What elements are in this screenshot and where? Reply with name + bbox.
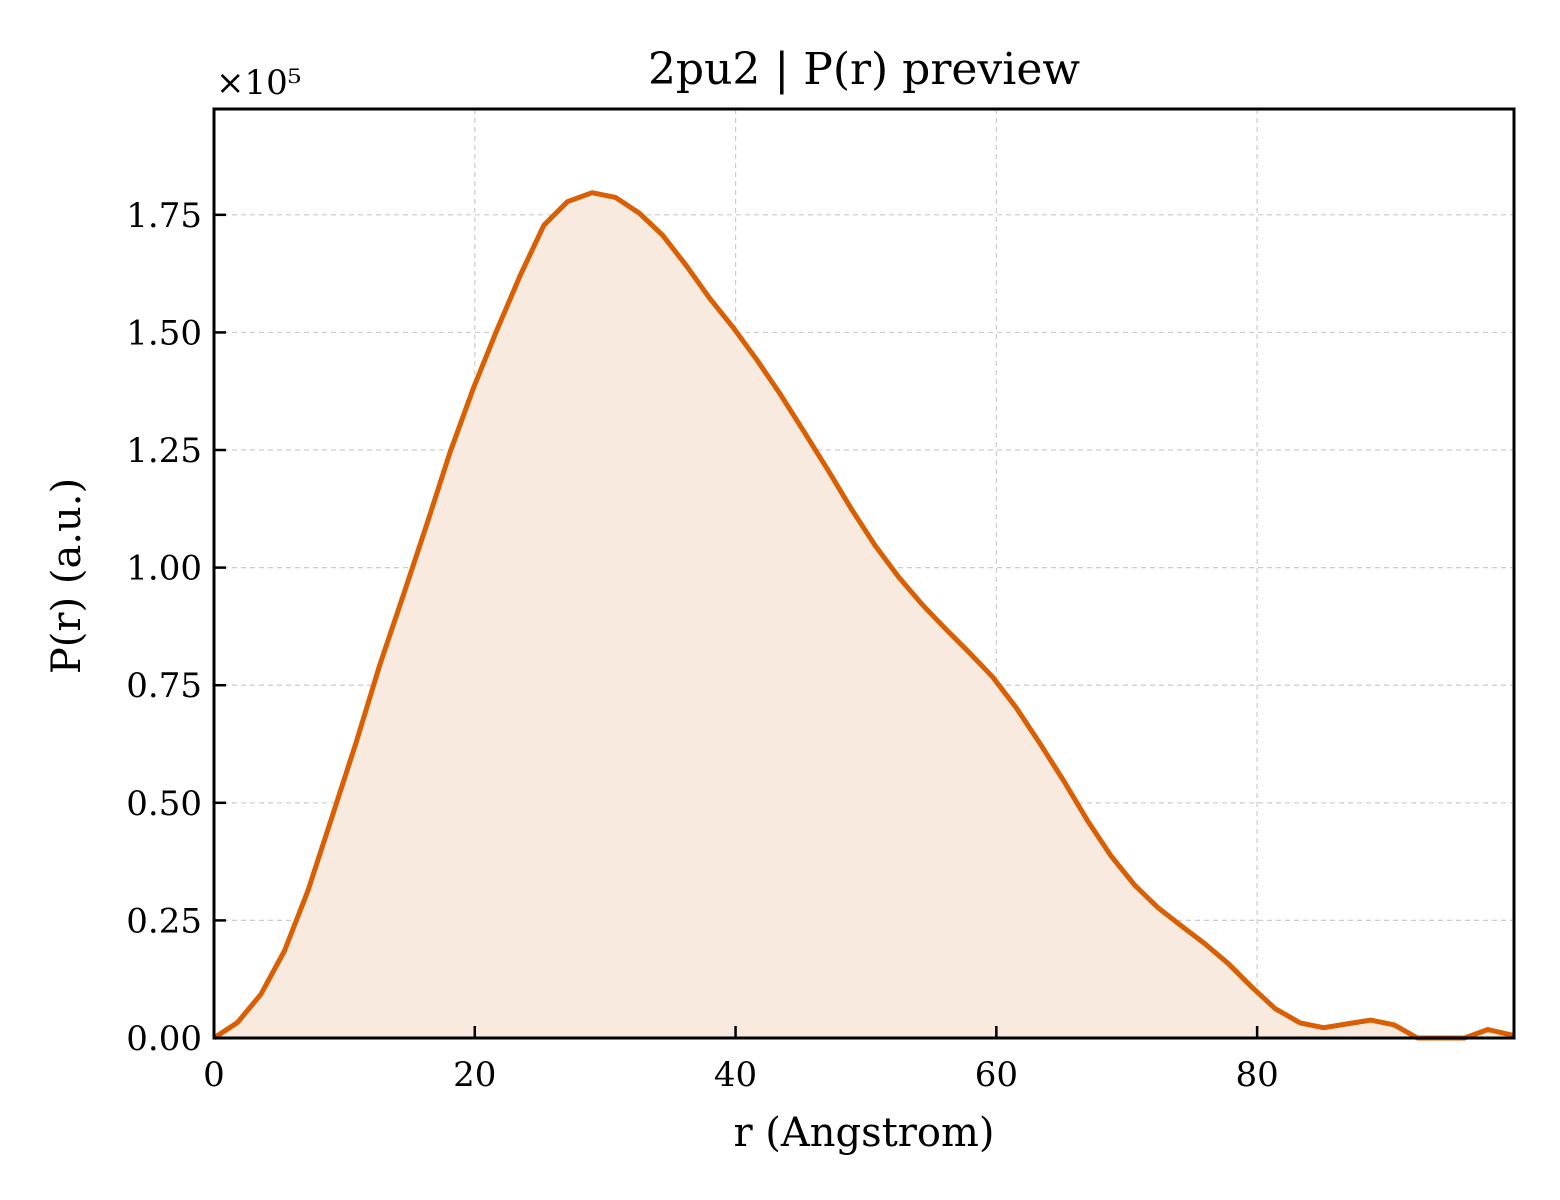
area-fill [214,192,1514,1038]
y-tick-label: 0.50 [126,784,202,824]
y-axis-label: P(r) (a.u.) [44,478,90,674]
plot-frame [212,107,1516,1040]
y-offset-label: ×10⁵ [216,63,301,103]
x-tick-label: 60 [975,1055,1018,1095]
series-line [212,190,1515,1041]
y-tick-label: 0.75 [126,666,202,706]
y-tick-label: 1.75 [126,196,202,236]
x-tick-label: 80 [1235,1055,1278,1095]
x-tick-label: 40 [714,1055,757,1095]
y-tick-label: 1.00 [126,549,202,589]
x-tick-label: 0 [203,1055,225,1095]
y-tick-label: 0.00 [126,1019,202,1059]
x-tick-labels: 0 20 40 60 80 [203,1055,1279,1095]
y-tick-label: 1.25 [126,431,202,471]
chart-title: 2pu2 | P(r) preview [648,44,1080,95]
y-tick-labels: 0.00 0.25 0.50 0.75 1.00 1.25 1.50 1.75 [126,196,202,1059]
x-tick-label: 20 [453,1055,496,1095]
y-tick-label: 0.25 [126,901,202,941]
x-axis-label: r (Angstrom) [733,1110,994,1156]
y-tick-label: 1.50 [126,313,202,353]
